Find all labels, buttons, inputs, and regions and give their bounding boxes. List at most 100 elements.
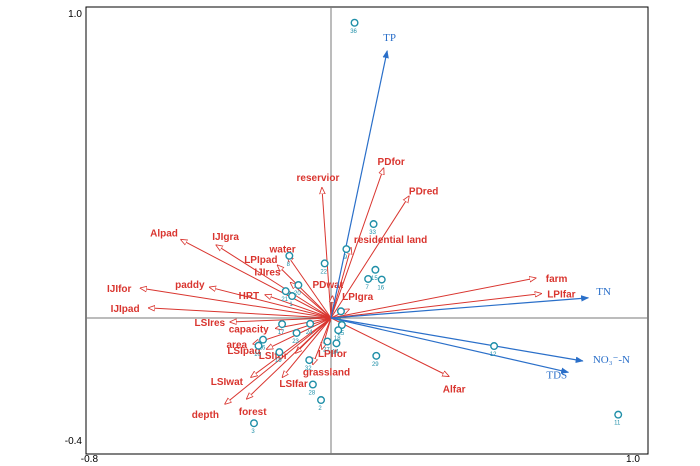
vector-lpifar <box>330 294 541 319</box>
vector-pdfor <box>330 168 384 319</box>
vector-paddy <box>210 287 332 319</box>
site-point-2 <box>317 396 326 405</box>
site-point-17 <box>278 320 287 329</box>
vector-label-lpipad: LPIpad <box>244 255 277 266</box>
vector-label-grassland: grassland <box>303 367 350 378</box>
vector-label-alpad: Alpad <box>150 229 178 240</box>
vector-farm <box>330 278 536 319</box>
site-label-7: 7 <box>365 285 369 291</box>
vector-label-ijires: IJIres <box>254 268 281 279</box>
site-label-2: 2 <box>318 406 322 412</box>
response-vectors: TP TN NO₃⁻-N TDS <box>330 32 630 381</box>
vector-lsires <box>230 317 332 322</box>
site-point-19 <box>275 348 284 357</box>
vector-label-pdfor: PDfor <box>378 157 405 168</box>
y-tick-label: 1.0 <box>68 9 82 20</box>
site-point-33 <box>369 220 378 229</box>
site-point-1 <box>288 292 297 301</box>
vector-label-lpigra: LPIgra <box>342 292 374 303</box>
site-label-20: 20 <box>294 291 301 297</box>
site-label-16: 16 <box>377 286 384 292</box>
vector-label-lsires: LSIres <box>195 318 226 329</box>
site-point-8 <box>285 251 294 260</box>
site-point-21 <box>281 287 290 296</box>
site-label-10: 10 <box>254 352 261 358</box>
vector-hrt <box>265 295 332 319</box>
site-label-3: 3 <box>251 429 255 435</box>
site-label-23: 23 <box>292 339 299 345</box>
site-point-23 <box>292 328 301 337</box>
site-label-26: 26 <box>259 346 266 352</box>
vector-label-farm: farm <box>546 274 568 285</box>
site-point-11 <box>614 410 623 419</box>
vector-label-hrt: HRT <box>239 291 260 302</box>
vector-label-lsiwat: LSIwat <box>211 377 244 388</box>
response-vector-tn <box>330 295 590 319</box>
vector-ijigra <box>216 245 332 319</box>
vector-label-lsifar: LSIfar <box>279 379 307 390</box>
site-label-36: 36 <box>350 29 357 35</box>
site-label-33: 33 <box>369 230 376 236</box>
tick-labels: -0.8 1.0 1.0 -0.4 <box>65 9 641 465</box>
vector-alfar <box>330 317 449 376</box>
site-label-15: 15 <box>371 276 378 282</box>
vector-label-area: area <box>227 340 248 351</box>
site-label-27: 27 <box>323 347 330 353</box>
site-point-25 <box>337 321 346 330</box>
site-point-7 <box>364 274 373 283</box>
site-point-36 <box>350 18 359 27</box>
site-label-6: 6 <box>338 317 342 323</box>
response-label-tp: TP <box>383 32 396 44</box>
vector-label-pdred: PDred <box>409 186 438 197</box>
response-vector-tds <box>330 317 570 374</box>
site-label-19: 19 <box>275 358 282 364</box>
vector-label-water: water <box>269 244 296 255</box>
vector-pdred <box>330 196 409 319</box>
response-label-tn: TN <box>596 286 611 298</box>
vector-lsiwat <box>251 317 332 377</box>
vector-label-lsipad: LSIpad <box>227 346 260 357</box>
vector-label-residential-land: residential land <box>354 235 427 246</box>
vector-label-depth: depth <box>192 410 219 421</box>
site-point-20 <box>294 281 303 290</box>
site-label-8: 8 <box>287 262 291 268</box>
site-point-16 <box>377 275 386 284</box>
site-label-18: 18 <box>334 336 341 342</box>
site-point-18 <box>334 326 343 335</box>
site-point-14 <box>332 339 341 348</box>
site-label-25: 25 <box>338 331 345 337</box>
vector-alpad <box>181 240 332 319</box>
vector-label-lpifar: LPIfar <box>547 290 575 301</box>
site-point-15 <box>371 265 380 274</box>
vector-lpipad <box>278 265 332 319</box>
site-point-29 <box>372 351 381 360</box>
site-point-26 <box>259 335 268 344</box>
vector-forest <box>247 317 332 399</box>
site-label-17: 17 <box>278 330 285 336</box>
site-point-10 <box>254 341 263 350</box>
site-point-9 <box>342 245 351 254</box>
site-point-32 <box>305 356 314 365</box>
vector-label-forest: forest <box>239 407 267 418</box>
site-point-12 <box>490 342 499 351</box>
vector-label-paddy: paddy <box>175 280 205 291</box>
vector-label-lpifor: LPIfor <box>318 349 347 360</box>
response-vector-tp <box>330 50 389 319</box>
response-label-tds: TDS <box>546 369 567 381</box>
site-label-1: 1 <box>289 302 293 308</box>
site-label-21: 21 <box>281 297 288 303</box>
site-point-22 <box>320 259 329 268</box>
vector-label-alfar: Alfar <box>443 384 466 395</box>
vector-label-lsifor: LSIfor <box>259 351 288 362</box>
site-label-12: 12 <box>490 352 497 358</box>
site-point-28 <box>308 380 317 389</box>
site-label-24: 24 <box>306 330 313 336</box>
site-point-24 <box>306 319 315 328</box>
vector-grassland <box>313 317 332 364</box>
vector-depth <box>225 317 332 404</box>
vector-residential-land <box>330 248 351 319</box>
response-label-no-n: NO₃⁻-N <box>593 354 630 366</box>
vector-lsifar <box>282 317 332 377</box>
